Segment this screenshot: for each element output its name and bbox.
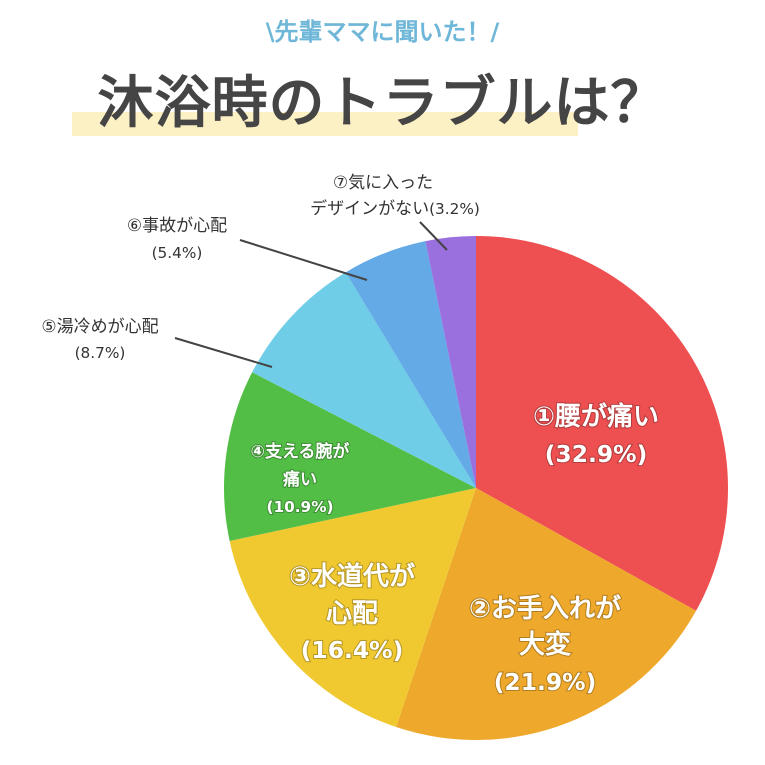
slice-percent-5: (8.7%) [75,344,126,362]
slice-label-7: ⑦気に入った [333,173,433,193]
slice-percent-6: (5.4%) [152,244,203,262]
leader-line-6 [239,239,368,281]
page-title: 沐浴時のトラブルは？ [97,71,668,136]
leader-line-5 [174,337,273,368]
pie-slice-4 [223,372,476,541]
slice-label-3: 心配 [326,599,378,629]
pie-slice-6 [345,241,476,488]
subtitle: \先輩ママに聞いた！/ [265,18,500,46]
leader-line-7 [419,221,448,251]
slice-label-3: ③水道代が [289,561,415,592]
pie-slice-5 [252,272,476,488]
slice-percent-2: (21.9%) [494,668,597,696]
pie-slice-3 [229,488,476,728]
slice-percent-4: (10.9%) [266,498,333,516]
slice-percent-1: (32.9%) [545,440,648,468]
slice-label-7: デザインがない(3.2%) [310,198,480,219]
pie-slice-1 [476,236,728,611]
slice-percent-1: (32.9%) [545,440,648,468]
title-highlight [72,112,578,136]
slice-percent-6: (5.4%) [152,244,203,262]
slice-label-5: ⑤湯冷めが心配 [41,317,158,337]
pie-slice-2 [396,488,697,740]
slice-percent-7: (3.2%) [429,200,480,218]
slice-percent-3: (16.4%) [301,636,404,664]
slice-label-4: ④支える腕が [251,441,350,462]
slice-percent-3: (16.4%) [301,636,404,664]
pie-slice-7 [425,236,476,488]
slice-percent-2: (21.9%) [494,668,597,696]
slice-label-2: ②お手入れが [469,593,621,624]
slice-percent-5: (8.7%) [75,344,126,362]
slice-percent-4: (10.9%) [266,498,333,516]
slice-label-4: 痛い [283,469,317,490]
slice-label-6: ⑥事故が心配 [127,216,227,236]
slice-label-1: ①腰が痛い [533,401,659,432]
slice-label-2: 大変 [519,629,571,660]
